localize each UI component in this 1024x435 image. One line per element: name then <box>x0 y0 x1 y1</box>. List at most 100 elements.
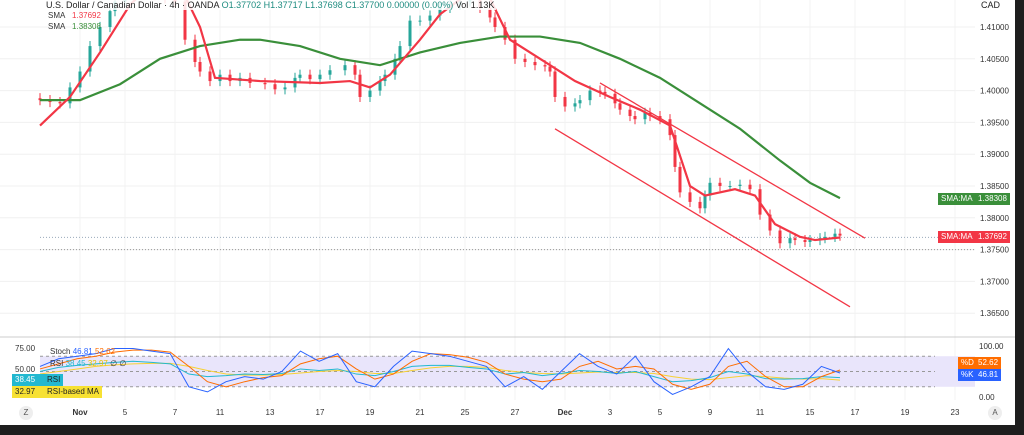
candle-body <box>688 192 692 202</box>
stoch-d: 52.62 <box>94 347 115 356</box>
candle-body <box>393 58 397 75</box>
candle-body <box>368 90 372 97</box>
symbol-title: U.S. Dollar / Canadian Dollar · 4h · OAN… <box>46 0 220 10</box>
candle-body <box>718 182 722 186</box>
osc-tick-75: 75.00 <box>15 344 36 353</box>
candle-body <box>673 135 677 167</box>
sma-fast-tag-label: SMA:MA <box>938 231 976 243</box>
stoch-band <box>40 356 975 387</box>
candle-body <box>778 230 782 244</box>
rsi-legend[interactable]: RSI 38.45 32.97 ∅ ∅ <box>50 359 126 369</box>
candle-body <box>98 27 102 47</box>
candle-body <box>678 166 682 193</box>
sma-slow-legend[interactable]: SMA 1.38308 <box>48 22 101 32</box>
rsima-tag-label: RSI-based MA <box>44 386 103 398</box>
rsima-tag-value: 32.97 <box>12 386 46 398</box>
candle-body <box>573 103 577 107</box>
date-tick-label: 23 <box>951 408 960 417</box>
candle-body <box>553 71 557 97</box>
d-tag-value: 52.62 <box>975 357 1002 369</box>
date-tick-label: 27 <box>511 408 520 417</box>
candle-body <box>283 87 287 90</box>
volume-value: Vol 1.13K <box>455 0 495 10</box>
candle-body <box>298 74 302 78</box>
k-tag-value: 46.81 <box>975 369 1002 381</box>
ohlc-values: O1.37702 H1.37717 L1.37698 C1.37700 0.00… <box>221 0 454 10</box>
sma-fast-tag-value: 1.37692 <box>975 231 1010 243</box>
candle-body <box>328 70 332 75</box>
stoch-k-line <box>39 347 841 396</box>
candle-body <box>788 238 792 244</box>
candle-body <box>738 184 742 186</box>
candle-body <box>808 240 812 242</box>
price-tick-label: 1.39000 <box>980 150 1009 159</box>
rsi-tag-label: RSI <box>44 374 64 386</box>
candle-body <box>643 112 647 120</box>
candle-body <box>703 195 707 209</box>
candle-body <box>833 233 837 237</box>
candle-body <box>838 233 842 236</box>
candle-body <box>353 65 357 75</box>
rsi-value: 38.45 <box>65 359 86 368</box>
osc-right-tick-0: 0.00 <box>979 393 995 402</box>
sma-slow-tag-value: 1.38308 <box>975 193 1010 205</box>
rsi-ma-value: 32.97 <box>87 359 108 368</box>
date-tick-label: 17 <box>316 408 325 417</box>
candle-body <box>618 103 622 110</box>
auto-scale-button[interactable]: A <box>988 406 1002 420</box>
date-tick-label: Nov <box>72 408 88 417</box>
candle-body <box>318 74 322 80</box>
stoch-d-line <box>39 349 841 390</box>
candle-body <box>308 74 312 80</box>
date-tick-label: 25 <box>461 408 470 417</box>
d-tag-label: %D <box>958 357 977 369</box>
k-tag-label: %K <box>958 369 977 381</box>
candle-body <box>628 109 632 117</box>
candle-body <box>358 74 362 97</box>
date-tick-label: 3 <box>608 408 613 417</box>
price-tick-label: 1.40500 <box>980 55 1009 64</box>
date-tick-label: 15 <box>806 408 815 417</box>
candle-body <box>513 39 517 59</box>
date-tick-label: 11 <box>756 408 765 417</box>
candle-body <box>198 61 202 72</box>
candle-body <box>493 17 497 27</box>
currency-label: CAD <box>979 0 1003 10</box>
price-tick-label: 1.38000 <box>980 214 1009 223</box>
candle-body <box>58 102 62 104</box>
sma-fast-legend[interactable]: SMA 1.37692 <box>48 11 101 21</box>
rsi-ma-line <box>39 362 841 381</box>
candle-body <box>378 81 382 91</box>
candle-body <box>803 240 807 242</box>
price-tick-label: 1.41000 <box>980 23 1009 32</box>
osc-right-tick-100: 100.00 <box>979 342 1004 351</box>
sma-fast-line <box>39 0 841 242</box>
candle-body <box>78 71 82 88</box>
rsi-label: RSI <box>50 359 64 368</box>
candle-body <box>523 58 527 62</box>
price-tick-label: 1.38500 <box>980 182 1009 191</box>
candle-body <box>748 184 752 190</box>
candle-body <box>793 238 797 241</box>
candle-body <box>603 91 607 94</box>
sma-slow-line <box>40 35 841 200</box>
price-tick-label: 1.36500 <box>980 309 1009 318</box>
candle-body <box>398 46 402 59</box>
channel-upper-line <box>599 82 866 239</box>
date-tick-label: Dec <box>558 408 573 417</box>
candle-body <box>343 65 347 71</box>
zoom-reset-button[interactable]: Z <box>19 406 33 420</box>
date-tick-label: 7 <box>173 408 178 417</box>
candle-body <box>633 116 637 120</box>
candle-body <box>548 66 552 72</box>
candle-body <box>88 46 92 72</box>
stoch-k: 46.81 <box>72 347 93 356</box>
candle-body <box>578 100 582 104</box>
candle-body <box>768 214 772 231</box>
candle-body <box>408 20 412 47</box>
stoch-legend[interactable]: Stoch 46.81 52.62 <box>50 347 115 357</box>
price-tick-label: 1.37500 <box>980 246 1009 255</box>
date-tick-label: 13 <box>266 408 275 417</box>
channel-lower-line <box>554 128 851 308</box>
